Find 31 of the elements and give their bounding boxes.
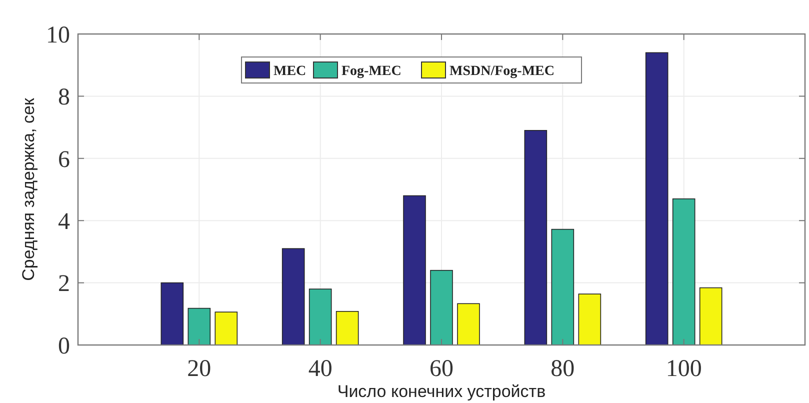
y-tick-label: 4 (58, 209, 70, 235)
y-tick-label: 0 (58, 333, 70, 360)
bar (524, 130, 548, 346)
x-tick-label: 80 (550, 356, 575, 382)
x-tick-label: 100 (666, 356, 702, 382)
bar (551, 228, 574, 346)
bar (645, 52, 668, 346)
bar (160, 282, 184, 346)
x-tick-label: 60 (430, 356, 454, 382)
bar (282, 248, 305, 346)
y-tick-label: 6 (58, 146, 70, 173)
bar (308, 288, 332, 346)
y-tick-label: 2 (58, 271, 70, 298)
legend-label: MEC (274, 64, 306, 79)
bar (214, 312, 238, 346)
bar (578, 294, 602, 346)
bar (457, 303, 480, 346)
x-tick-label: 40 (308, 356, 332, 382)
bar (672, 198, 696, 346)
legend-label: MSDN/Fog-MEC (450, 64, 554, 79)
y-tick-label: 8 (58, 84, 70, 111)
bar (430, 270, 453, 346)
bar (336, 311, 359, 346)
y-axis-title: Средняя задержка, сек (19, 98, 38, 281)
legend-label: Fog-MEC (342, 64, 402, 79)
bar (699, 287, 722, 346)
x-axis-title: Число конечних устройств (337, 382, 546, 401)
y-tick-label: 10 (46, 22, 70, 48)
x-tick-label: 20 (187, 356, 212, 382)
bar (403, 195, 426, 346)
bar (188, 308, 211, 346)
